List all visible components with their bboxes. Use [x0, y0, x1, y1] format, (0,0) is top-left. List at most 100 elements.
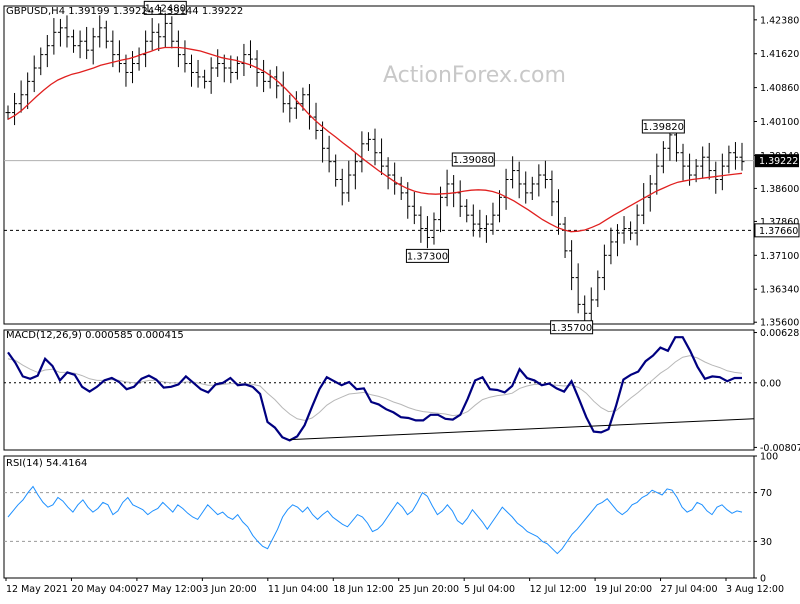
- x-tick-label: 3 Aug 12:00: [726, 584, 784, 595]
- price-bar: [306, 84, 312, 130]
- rsi-frame: [3, 455, 755, 579]
- macd-series: [4, 336, 755, 442]
- price-bar: [12, 92, 18, 126]
- price-label: 1.39080: [453, 155, 494, 166]
- panel-frames: [3, 5, 755, 579]
- macd-y-tick-label: 0.00: [760, 378, 781, 389]
- price-bar: [621, 216, 627, 244]
- price-bar: [536, 164, 542, 197]
- price-bar: [359, 131, 365, 173]
- price-label-box: [451, 152, 495, 167]
- x-tick-label: 19 Jul 20:00: [595, 584, 652, 595]
- rsi-panel: RSI(14) 54.4164: [4, 458, 754, 555]
- price-bar: [385, 157, 391, 190]
- price-bar: [365, 132, 371, 151]
- price-bar: [516, 161, 522, 199]
- price-bar: [241, 43, 247, 77]
- price-bar: [634, 204, 640, 246]
- current-price-tag-bg: [755, 154, 799, 168]
- price-bar: [693, 158, 699, 183]
- price-bar: [510, 156, 516, 189]
- macd-main-line: [7, 336, 742, 442]
- macd-title: MACD(12,26,9) 0.000585 0.000415: [6, 330, 184, 341]
- price-bar: [470, 204, 476, 237]
- price-label-group: 1.39080: [451, 152, 495, 167]
- price-bar: [660, 141, 666, 174]
- price-label-box: [641, 119, 685, 134]
- price-label-group: 1.42480: [143, 0, 187, 15]
- y-tick-label: 1.37100: [760, 251, 799, 262]
- price-bar: [372, 128, 378, 166]
- price-bar: [477, 209, 483, 238]
- price-bar: [569, 240, 575, 291]
- x-tick-label: 18 Jun 12:00: [333, 584, 393, 595]
- price-bar: [293, 91, 299, 119]
- price-bar: [392, 162, 398, 195]
- price-label: 1.37300: [407, 251, 448, 262]
- price-bar: [713, 161, 719, 194]
- support-tag: 1.37660: [754, 223, 800, 238]
- price-bar: [339, 168, 345, 206]
- price-bar: [38, 47, 44, 76]
- price-bar: [549, 170, 555, 217]
- price-bar: [31, 55, 37, 93]
- price-bar: [175, 30, 181, 68]
- price-series: [5, 10, 745, 328]
- price-bar: [654, 153, 660, 195]
- price-bar: [143, 30, 149, 68]
- price-bar: [202, 69, 208, 89]
- price-bar: [103, 20, 109, 49]
- price-bar: [116, 40, 122, 73]
- x-tick-label: 27 May 12:00: [137, 584, 202, 595]
- price-bar: [497, 190, 503, 223]
- price-bar: [562, 216, 568, 258]
- price-bar: [595, 270, 601, 308]
- y-tick-label: 1.35600: [760, 318, 799, 329]
- price-bar: [189, 54, 194, 87]
- price-bar: [628, 221, 634, 241]
- price-bar: [247, 40, 253, 68]
- moving-average-line: [7, 46, 743, 233]
- price-bar: [280, 71, 286, 113]
- price-levels: [4, 160, 754, 231]
- price-bar: [457, 180, 463, 217]
- price-label-group: 1.35700: [550, 320, 594, 335]
- price-bar: [732, 142, 738, 170]
- price-bar: [739, 142, 745, 171]
- price-label: 1.39820: [643, 122, 684, 133]
- price-bar: [503, 168, 509, 210]
- price-bar: [182, 40, 188, 73]
- price-bar: [451, 175, 457, 208]
- price-label: 1.42480: [145, 3, 186, 14]
- price-bar: [464, 199, 470, 223]
- price-bar: [71, 29, 77, 53]
- price-label: 1.35700: [551, 323, 592, 334]
- price-bar: [169, 16, 175, 49]
- price-bar: [123, 54, 129, 87]
- y-tick-label: 1.36340: [760, 285, 799, 296]
- price-bar: [25, 72, 31, 110]
- price-bar: [588, 287, 594, 324]
- rsi-line: [7, 485, 743, 555]
- price-frame: [3, 5, 755, 325]
- x-tick-label: 20 May 04:00: [71, 584, 136, 595]
- price-bar: [326, 135, 332, 173]
- y-axes: 1.423801.416201.408601.401001.393401.386…: [754, 15, 800, 585]
- price-bar: [641, 183, 647, 225]
- rsi-y-tick-label: 70: [760, 488, 772, 499]
- price-bar: [130, 51, 136, 84]
- y-tick-label: 1.38600: [760, 184, 799, 195]
- macd-panel: MACD(12,26,9) 0.000585 0.000415: [4, 330, 755, 442]
- price-bar: [647, 175, 653, 212]
- price-bar: [680, 143, 686, 181]
- price-bar: [44, 34, 50, 68]
- x-tick-label: 25 Jun 20:00: [399, 584, 459, 595]
- rsi-y-tick-label: 0: [760, 574, 766, 585]
- price-bar: [418, 206, 424, 243]
- x-tick-label: 27 Jul 04:00: [661, 584, 718, 595]
- price-bar: [267, 69, 273, 89]
- price-bar: [379, 138, 385, 176]
- price-bar: [287, 94, 293, 123]
- rsi-y-tick-label: 100: [760, 452, 778, 463]
